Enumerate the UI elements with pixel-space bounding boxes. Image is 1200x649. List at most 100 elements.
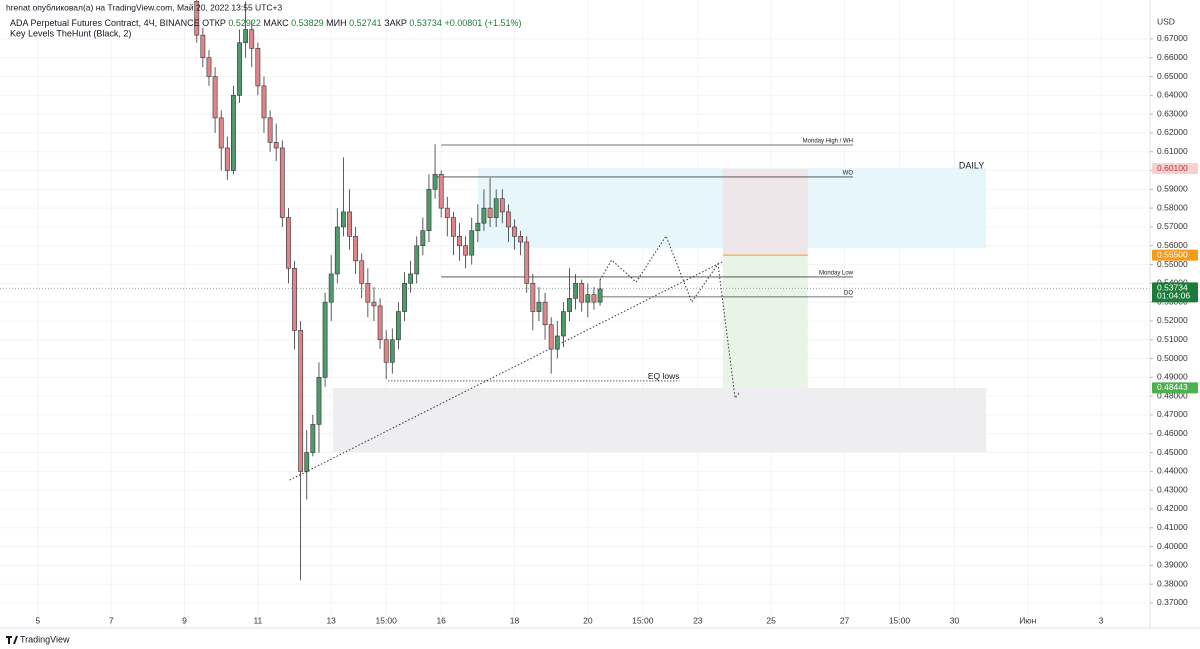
candle-body — [408, 273, 414, 284]
price-label: 0.60100 — [1157, 163, 1188, 173]
level-label: WO — [843, 171, 854, 177]
candle-body — [444, 207, 450, 218]
y-tick-label: 0.48000 — [1157, 390, 1188, 400]
candle-body — [451, 217, 456, 237]
y-tick-label: 0.64000 — [1157, 90, 1188, 100]
candle-body — [554, 335, 560, 350]
currency: USD — [1157, 16, 1175, 26]
last-price-box — [1152, 282, 1198, 303]
y-tick-label: 0.66000 — [1157, 52, 1188, 62]
price-label-box — [1152, 382, 1198, 394]
ohlc-value: 0.53734 — [409, 18, 442, 28]
candle-body — [224, 147, 230, 171]
plot-area: DAILY Monday High / WH WO Monday Low DO EQ lo… — [0, 0, 1150, 628]
y-tick-label: 0.55000 — [1157, 259, 1188, 269]
candle-body — [212, 76, 218, 119]
level-label: Monday High / WH — [803, 139, 853, 145]
level-label: DO — [844, 290, 853, 296]
legend: ADA Perpetual Futures Contract, 4Ч, BINA… — [10, 18, 522, 28]
y-tick-label: 0.43000 — [1157, 484, 1188, 494]
x-tick-label: 27 — [840, 615, 850, 625]
y-tick-label: 0.50000 — [1157, 353, 1188, 363]
ohlc-value: 0.52922 — [228, 18, 261, 28]
candle-body — [286, 217, 291, 269]
countdown: 01:04:06 — [1157, 291, 1190, 301]
candle-body — [237, 42, 242, 96]
y-tick-label: 0.45000 — [1157, 447, 1188, 457]
x-tick-label: 13 — [326, 615, 336, 625]
y-tick-label: 0.67000 — [1157, 33, 1188, 43]
x-tick-label: 30 — [950, 615, 960, 625]
candle-body — [475, 222, 481, 232]
y-tick-label: 0.57000 — [1157, 221, 1188, 231]
candle-body — [542, 301, 548, 326]
y-tick-label: 0.65000 — [1157, 71, 1188, 81]
candle-body — [463, 245, 469, 256]
candle-body — [328, 273, 334, 303]
drawing-line — [599, 234, 741, 400]
y-tick-label: 0.51000 — [1157, 334, 1188, 344]
y-tick-label: 0.47000 — [1157, 409, 1188, 419]
candle-body — [353, 236, 359, 262]
ohlc-label: ЗАКР — [384, 18, 407, 28]
x-tick-label: 9 — [182, 615, 187, 625]
y-tick-label: 0.56000 — [1157, 240, 1188, 250]
x-tick-label: 15:00 — [632, 615, 654, 625]
ohlc-label: МИН — [326, 18, 346, 28]
candle-body — [377, 305, 383, 341]
candle-body — [231, 95, 236, 171]
ohlc-label: МАКС — [263, 18, 289, 28]
candle-body — [267, 117, 273, 143]
candle-body — [591, 294, 597, 303]
x-tick-label: 16 — [436, 615, 446, 625]
candle-body — [255, 48, 261, 87]
x-tick-label: 25 — [766, 615, 776, 625]
candle-body — [414, 245, 420, 275]
logo-mark — [6, 636, 18, 644]
candle-body — [536, 301, 542, 312]
candle-body — [457, 236, 462, 247]
x-tick-label: 15:00 — [376, 615, 398, 625]
candle-body — [505, 211, 511, 228]
candle-body — [567, 298, 572, 312]
candle-body — [560, 311, 566, 337]
candle-body — [493, 198, 499, 218]
candle-body — [524, 241, 530, 284]
price-label: 0.55500 — [1157, 249, 1188, 259]
candle-body — [383, 339, 389, 363]
y-tick-label: 0.58000 — [1157, 202, 1188, 212]
candle-body — [334, 226, 340, 275]
candle-body — [359, 260, 365, 284]
publisher: hrenat опубликовал(а) на TradingView.com… — [6, 2, 282, 12]
ohlc-value: 0.52741 — [349, 18, 382, 28]
y-tick-label: 0.37000 — [1157, 597, 1188, 607]
x-tick-label: 7 — [109, 615, 114, 625]
y-tick-label: 0.39000 — [1157, 560, 1188, 570]
candle-body — [322, 301, 328, 378]
candle-body — [365, 283, 371, 303]
y-tick-label: 0.40000 — [1157, 541, 1188, 551]
candle-body — [481, 207, 487, 224]
candle-body — [347, 211, 352, 237]
candle-body — [304, 452, 310, 472]
y-tick-label: 0.44000 — [1157, 466, 1188, 476]
candle-body — [487, 207, 493, 218]
candle-body — [512, 226, 517, 237]
candle-body — [573, 283, 579, 299]
candle-body — [341, 211, 346, 228]
y-tick-label: 0.49000 — [1157, 372, 1188, 382]
candle-body — [310, 424, 316, 453]
price-label-box — [1152, 163, 1198, 175]
candle-body — [432, 173, 438, 190]
y-tick-label: 0.46000 — [1157, 428, 1188, 438]
candle-body — [249, 29, 255, 49]
candle-body — [518, 236, 524, 243]
price-label: 0.48443 — [1157, 382, 1188, 392]
change: +0.00801 (+1.51%) — [444, 18, 521, 28]
candle-body — [579, 283, 585, 303]
candle-body — [273, 142, 279, 149]
footer-brand: TradingView — [20, 634, 70, 644]
